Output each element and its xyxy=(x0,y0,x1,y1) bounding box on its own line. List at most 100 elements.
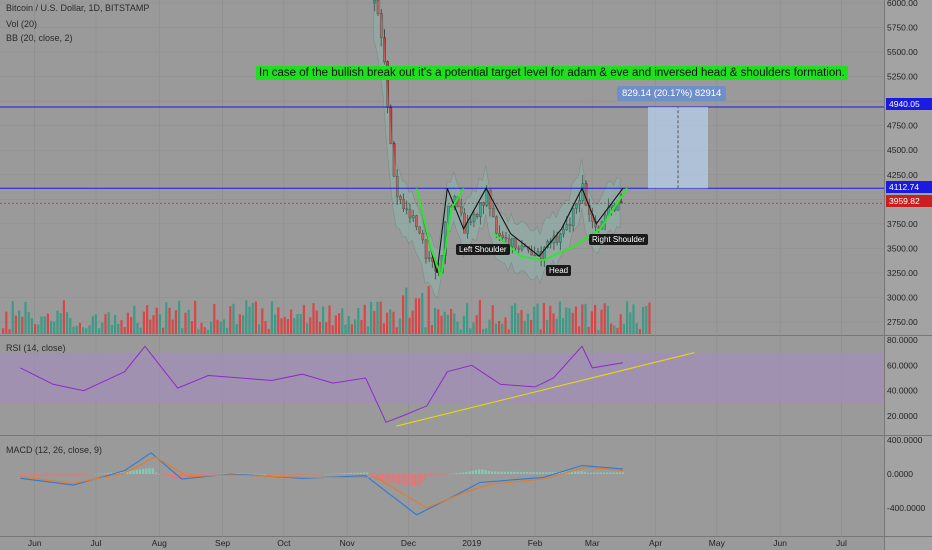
volume-bar xyxy=(174,310,177,334)
volume-bar xyxy=(549,305,552,334)
volume-bar xyxy=(187,309,190,334)
volume-bar xyxy=(398,318,401,334)
macd-histogram-bar xyxy=(151,468,154,474)
volume-bar xyxy=(216,319,219,334)
volume-bar xyxy=(139,327,142,334)
rsi-line xyxy=(20,345,623,423)
macd-histogram-bar xyxy=(622,472,625,474)
volume-bar xyxy=(133,305,136,334)
macd-histogram-bar xyxy=(391,474,394,483)
macd-histogram-bar xyxy=(446,474,449,475)
macd-tick-label: 400.0000 xyxy=(887,435,923,445)
volume-bar xyxy=(565,307,568,334)
rsi-tick-label: 20.0000 xyxy=(887,411,918,421)
volume-bar xyxy=(245,300,248,334)
volume-bar xyxy=(206,329,209,334)
macd-histogram-bar xyxy=(596,472,599,474)
macd-histogram-bar xyxy=(337,473,340,474)
x-tick-label: Jul xyxy=(91,538,102,548)
candle-body xyxy=(383,37,386,62)
macd-histogram-bar xyxy=(551,472,554,474)
target-annotation: In case of the bullish break out it's a … xyxy=(256,66,848,80)
volume-bar xyxy=(530,319,533,334)
volume-bar xyxy=(258,324,261,334)
macd-histogram-bar xyxy=(215,474,218,475)
volume-bar xyxy=(126,312,129,334)
macd-histogram-bar xyxy=(212,474,215,475)
volume-bar xyxy=(21,316,24,334)
volume-bar xyxy=(334,315,337,334)
macd-histogram-bar xyxy=(292,474,295,475)
volume-bar xyxy=(610,323,613,334)
x-tick-label: Oct xyxy=(277,538,291,548)
candle-body xyxy=(520,245,524,250)
volume-bar xyxy=(370,301,373,334)
volume-bar xyxy=(286,319,289,334)
macd-histogram-bar xyxy=(68,474,71,476)
volume-bar xyxy=(328,305,331,334)
volume-bar xyxy=(242,315,245,334)
macd-histogram-bar xyxy=(94,473,97,475)
macd-histogram-bar xyxy=(135,469,138,474)
macd-legend: MACD (12, 26, close, 9) xyxy=(6,445,103,455)
macd-histogram-bar xyxy=(580,471,583,474)
volume-bar xyxy=(325,322,328,334)
macd-histogram-bar xyxy=(506,471,510,474)
volume-bar xyxy=(190,321,193,334)
candle-body xyxy=(402,199,405,210)
volume-bar xyxy=(645,305,648,334)
macd-histogram-bar xyxy=(26,474,30,476)
volume-bar xyxy=(395,327,398,334)
volume-bar xyxy=(11,301,14,334)
price-tick-label: 4250.00 xyxy=(887,170,918,180)
macd-histogram-bar xyxy=(49,474,52,476)
candle-body xyxy=(482,202,485,206)
macd-histogram-bar xyxy=(129,470,132,474)
volume-bar xyxy=(290,309,293,334)
volume-bar xyxy=(520,309,523,334)
volume-legend: Vol (20) xyxy=(6,19,38,29)
volume-bar xyxy=(114,315,117,334)
macd-histogram-bar xyxy=(145,468,148,474)
macd-histogram-bar xyxy=(55,474,58,476)
volume-bar xyxy=(270,301,273,334)
volume-bar xyxy=(514,303,517,334)
macd-histogram-bar xyxy=(167,474,170,477)
volume-bar xyxy=(315,310,318,334)
volume-bar xyxy=(510,305,513,334)
volume-bar xyxy=(37,324,40,334)
right-shoulder-label: Right Shoulder xyxy=(589,234,648,245)
candle-body xyxy=(411,215,415,219)
price-tick-label: 4500.00 xyxy=(887,145,918,155)
volume-bar xyxy=(456,321,459,334)
candle-body xyxy=(421,232,425,241)
x-tick-label: May xyxy=(709,538,726,548)
macd-histogram-bar xyxy=(58,474,62,476)
macd-histogram-bar xyxy=(375,474,378,481)
volume-bar xyxy=(59,313,62,334)
macd-histogram-bar xyxy=(295,474,298,475)
volume-bar xyxy=(14,315,17,334)
volume-bar xyxy=(350,324,353,334)
volume-bar xyxy=(434,307,437,334)
price-tick-label: 3750.00 xyxy=(887,219,918,229)
volume-bar xyxy=(354,319,357,334)
price-tick-label: 5750.00 xyxy=(887,23,918,33)
macd-histogram-bar xyxy=(97,473,100,475)
adam-curve xyxy=(415,187,465,280)
macd-histogram-bar xyxy=(369,474,372,476)
macd-histogram-bar xyxy=(407,474,410,486)
volume-bar xyxy=(184,312,187,334)
macd-histogram-bar xyxy=(567,471,570,474)
candle-body xyxy=(511,237,514,247)
volume-bar xyxy=(274,314,277,334)
volume-bar xyxy=(82,327,85,334)
macd-histogram-bar xyxy=(263,473,266,475)
volume-bar xyxy=(18,310,21,334)
candle-body xyxy=(418,226,421,234)
volume-bar xyxy=(616,327,619,334)
macd-histogram-bar xyxy=(478,469,481,474)
macd-histogram-bar xyxy=(510,471,513,474)
volume-bar xyxy=(501,323,504,334)
macd-histogram-bar xyxy=(42,474,46,476)
